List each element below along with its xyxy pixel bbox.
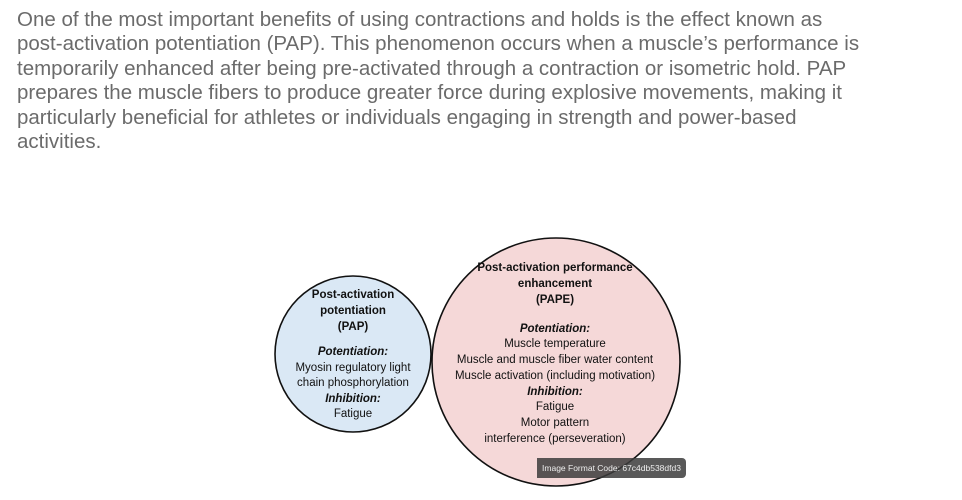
paragraph-line: One of the most important benefits of us… [17, 8, 823, 31]
pap-title: potentiation [320, 305, 386, 317]
pap-potentiation-label: Potentiation: [318, 346, 388, 358]
pape-circle [431, 237, 681, 487]
pape-potentiation-item: Muscle temperature [504, 338, 606, 350]
pape-title: (PAPE) [536, 294, 574, 306]
pap-circle [274, 275, 432, 433]
pape-inhibition-item: Motor pattern [521, 417, 589, 429]
pap-title: Post-activation [312, 289, 394, 301]
paragraph-line: prepares the muscle fibers to produce gr… [17, 81, 842, 105]
pape-potentiation-item: Muscle activation (including motivation) [455, 370, 655, 382]
pap-potentiation-item: Myosin regulatory light [295, 362, 411, 374]
image-format-code-badge: Image Format Code: 67c4db538dfd3 [537, 458, 686, 478]
pap-inhibition-item: Fatigue [334, 408, 372, 420]
pape-inhibition-item: Fatigue [536, 401, 574, 413]
body-paragraph: One of the most important benefits of us… [17, 8, 859, 154]
pap-inhibition-label: Inhibition: [325, 393, 381, 405]
pape-title: Post-activation performance [477, 262, 632, 274]
pap-potentiation-item: chain phosphorylation [297, 377, 409, 389]
paragraph-line: post-activation potentiation (PAP). This… [17, 32, 860, 56]
pape-inhibition-item: interference (perseveration) [484, 433, 625, 445]
pap-title: (PAP) [338, 321, 369, 333]
pape-potentiation-item: Muscle and muscle fiber water content [457, 354, 654, 366]
pape-potentiation-label: Potentiation: [520, 323, 590, 335]
paragraph-line: activities. [17, 129, 102, 153]
paragraph-line: temporarily enhanced after being pre-act… [17, 56, 847, 80]
paragraph-line: particularly beneficial for athletes or … [17, 105, 797, 129]
pape-title: enhancement [518, 278, 592, 290]
pape-inhibition-label: Inhibition: [527, 386, 583, 398]
